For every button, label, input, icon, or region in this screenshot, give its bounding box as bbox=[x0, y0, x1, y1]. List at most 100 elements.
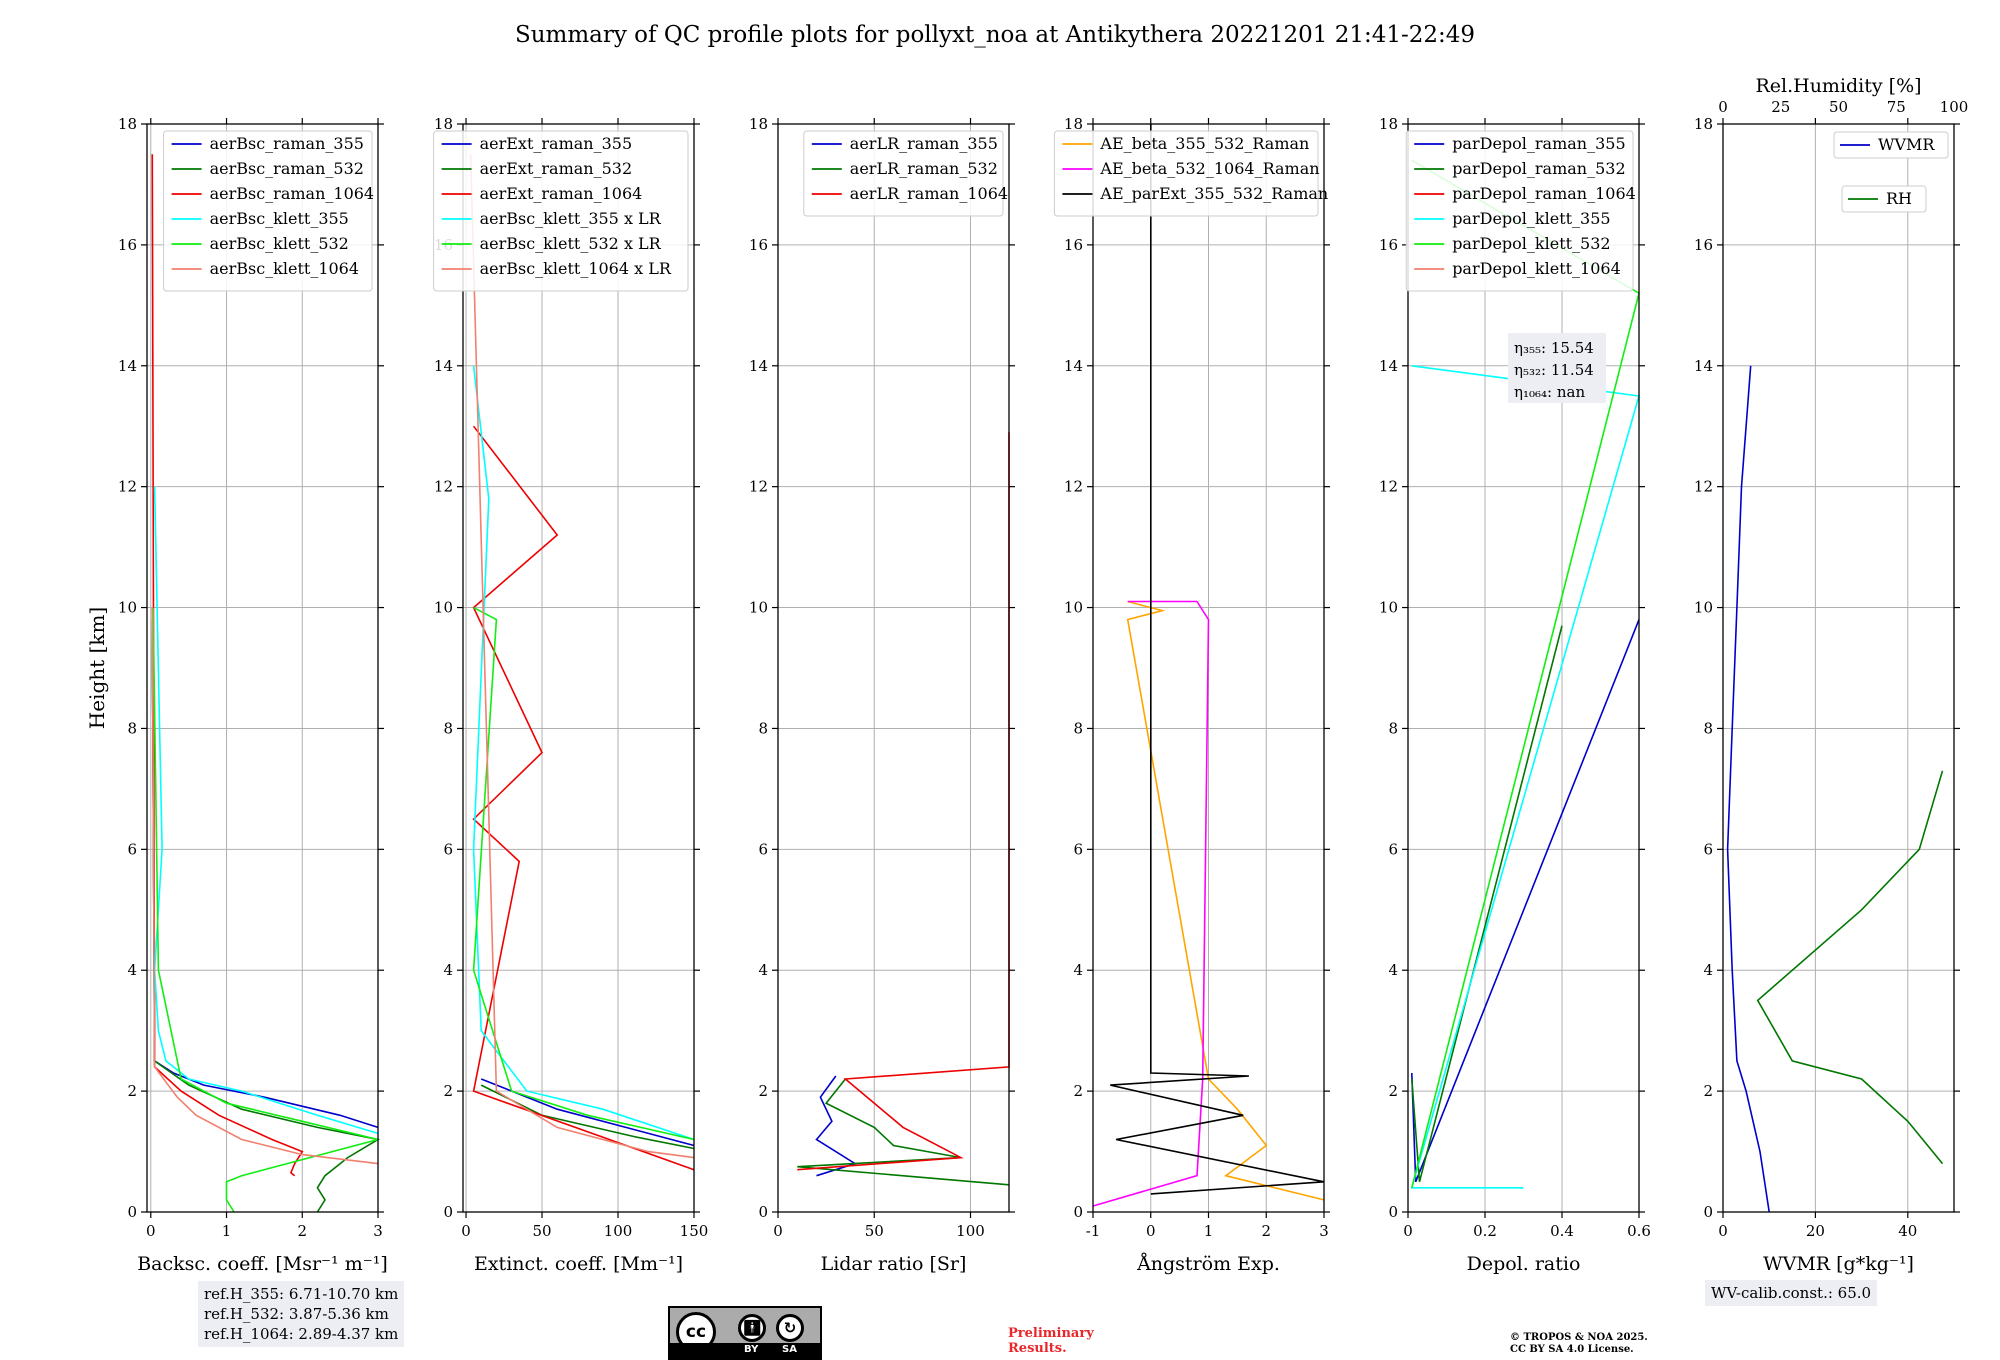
legend-label-aerBsc_klett_355 x LR: aerBsc_klett_355 x LR bbox=[480, 209, 662, 228]
x-tick-label: 1 bbox=[1204, 1222, 1214, 1240]
axes-frame bbox=[146, 123, 379, 1213]
legend-box bbox=[1053, 130, 1319, 217]
y-tick-label: 4 bbox=[443, 961, 453, 979]
legend-label-aerLR_raman_532: aerLR_raman_532 bbox=[850, 159, 998, 178]
y-tick-label: 6 bbox=[758, 840, 768, 858]
y-tick-label: 10 bbox=[434, 599, 453, 617]
y-tick-label: 0 bbox=[758, 1203, 768, 1221]
y-tick-label: 16 bbox=[1694, 236, 1713, 254]
y-tick-label: 8 bbox=[127, 719, 137, 737]
copyright-line-2: CC BY SA 4.0 License. bbox=[1510, 1344, 1634, 1355]
y-tick-label: 16 bbox=[1064, 236, 1083, 254]
y-tick-label: 2 bbox=[1073, 1082, 1083, 1100]
y-tick-label: 2 bbox=[758, 1082, 768, 1100]
legend-label-aerExt_raman_1064: aerExt_raman_1064 bbox=[480, 184, 643, 203]
y-tick-label: 12 bbox=[434, 478, 453, 496]
y-tick-label: 10 bbox=[1379, 599, 1398, 617]
axes-frame bbox=[777, 123, 1010, 1213]
legend-label-AE_parExt_355_532_Raman: AE_parExt_355_532_Raman bbox=[1099, 184, 1328, 203]
legend-label-RH: RH bbox=[1886, 189, 1912, 208]
axes-frame bbox=[1722, 123, 1955, 1213]
x2-tick-label: 0 bbox=[1718, 98, 1728, 116]
figure-title: Summary of QC profile plots for pollyxt_… bbox=[514, 22, 1476, 48]
legend-label-parDepol_raman_1064: parDepol_raman_1064 bbox=[1452, 184, 1636, 203]
legend-label-aerLR_raman_1064: aerLR_raman_1064 bbox=[850, 184, 1008, 203]
legend: parDepol_raman_355 parDepol_raman_532 parD… bbox=[1405, 130, 1636, 292]
legend-box bbox=[1841, 185, 1927, 213]
y-tick-label: 14 bbox=[434, 357, 453, 375]
legend-label-aerLR_raman_355: aerLR_raman_355 bbox=[850, 134, 998, 153]
y-tick-label: 6 bbox=[1073, 840, 1083, 858]
eta-annotation-0: η₃₅₅: 15.54 bbox=[1514, 339, 1594, 357]
axes-frame bbox=[1407, 123, 1640, 1213]
series-line-aerBsc_klett_355 bbox=[153, 486, 379, 1135]
legend-box bbox=[163, 130, 373, 292]
panel-2: 050100150024681012141618Extinct. coeff. … bbox=[433, 115, 709, 1275]
x-axis-label: WVMR [g*kg⁻¹] bbox=[1763, 1253, 1914, 1275]
legend: AE_beta_355_532_Raman AE_beta_532_1064_Ra… bbox=[1053, 130, 1328, 217]
x-tick-label: 150 bbox=[680, 1222, 709, 1240]
y-tick-label: 0 bbox=[443, 1203, 453, 1221]
preliminary-line-1: Preliminary bbox=[1008, 1326, 1094, 1341]
y-tick-label: 4 bbox=[1388, 961, 1398, 979]
y-tick-label: 0 bbox=[1073, 1203, 1083, 1221]
x2-tick-label: 50 bbox=[1829, 98, 1848, 116]
legend-label-aerBsc_klett_532: aerBsc_klett_532 bbox=[210, 234, 349, 253]
legend-label-parDepol_raman_355: parDepol_raman_355 bbox=[1452, 134, 1625, 153]
x-tick-label: 100 bbox=[604, 1222, 633, 1240]
x-tick-label: 2 bbox=[1261, 1222, 1271, 1240]
y-tick-label: 0 bbox=[1703, 1203, 1713, 1221]
y-tick-label: 12 bbox=[118, 478, 137, 496]
y-tick-label: 10 bbox=[749, 599, 768, 617]
legend-label-parDepol_raman_532: parDepol_raman_532 bbox=[1452, 159, 1625, 178]
y-tick-label: 12 bbox=[1064, 478, 1083, 496]
y-tick-label: 18 bbox=[1064, 115, 1083, 133]
share-alike-icon: ↻ bbox=[776, 1314, 804, 1342]
copyright-note: © TROPOS & NOA 2025. CC BY SA 4.0 Licens… bbox=[1510, 1332, 1648, 1356]
y-tick-label: 8 bbox=[1703, 719, 1713, 737]
series-line-RH bbox=[1756, 770, 1944, 1165]
series-line-aerBsc_klett_532 bbox=[152, 607, 379, 1213]
y-tick-label: 14 bbox=[118, 357, 137, 375]
x-tick-label: 50 bbox=[532, 1222, 551, 1240]
eta-annotation-box bbox=[1508, 333, 1606, 403]
legend-box bbox=[433, 130, 689, 292]
y-tick-label: 8 bbox=[443, 719, 453, 737]
x-tick-label: 0 bbox=[461, 1222, 471, 1240]
y-tick-label: 2 bbox=[1388, 1082, 1398, 1100]
y-tick-label: 14 bbox=[1379, 357, 1398, 375]
x-tick-label: 0 bbox=[1718, 1222, 1728, 1240]
y-tick-label: 16 bbox=[1379, 236, 1398, 254]
x-tick-label: 20 bbox=[1806, 1222, 1825, 1240]
preliminary-note: Preliminary Results. bbox=[1008, 1326, 1094, 1356]
series-line-aerBsc_klett_532 x LR bbox=[472, 606, 695, 1141]
y-tick-label: 16 bbox=[749, 236, 768, 254]
x-tick-label: 0 bbox=[1403, 1222, 1413, 1240]
legend: aerBsc_raman_355 aerBsc_raman_532 aerBsc_r… bbox=[163, 130, 375, 292]
panel-5: 0 0.2 0.4 0.6 0 2 4 6 8 10 12 14 16 18 Depol. ratio par… bbox=[1379, 115, 1651, 1275]
y-tick-label: 14 bbox=[1694, 357, 1713, 375]
x-tick-label: 0.6 bbox=[1627, 1222, 1651, 1240]
series-line-WVMR bbox=[1726, 365, 1770, 1213]
series-line-aerExt_raman_1064 bbox=[472, 425, 695, 1171]
y-tick-label: 10 bbox=[1064, 599, 1083, 617]
series-line-aerLR_raman_532 bbox=[797, 1078, 1010, 1186]
preliminary-line-2: Results. bbox=[1008, 1341, 1067, 1356]
y-tick-label: 4 bbox=[127, 961, 137, 979]
series-line-parDepol_klett_355 bbox=[1410, 365, 1641, 1189]
eta-annotation-1: η₅₃₂: 11.54 bbox=[1514, 361, 1594, 379]
x-axis-label: Backsc. coeff. [Msr⁻¹ m⁻¹] bbox=[137, 1253, 388, 1275]
ref-height-1064: ref.H_1064: 2.89-4.37 km bbox=[204, 1325, 399, 1343]
cc-sa-label: SA bbox=[782, 1344, 797, 1355]
legend-label-parDepol_klett_1064: parDepol_klett_1064 bbox=[1452, 259, 1621, 278]
y-tick-label: 14 bbox=[749, 357, 768, 375]
axes-frame bbox=[462, 123, 695, 1213]
x-tick-label: 3 bbox=[373, 1222, 383, 1240]
series-line-aerBsc_klett_1064 bbox=[151, 607, 379, 1165]
cc-license-badge: cc 🚹︎ ↻ BY SA bbox=[668, 1306, 822, 1360]
y-tick-label: 2 bbox=[443, 1082, 453, 1100]
y-tick-label: 8 bbox=[758, 719, 768, 737]
legend-label-aerBsc_raman_1064: aerBsc_raman_1064 bbox=[210, 184, 375, 203]
